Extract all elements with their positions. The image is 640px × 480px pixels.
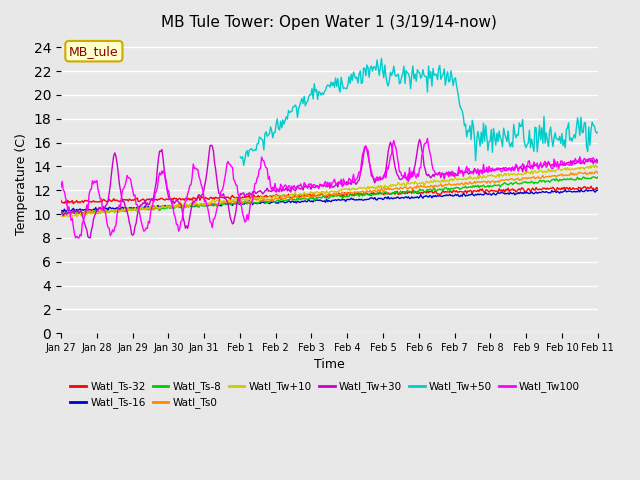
Watl_Tw+30 bbox=[416, 136, 424, 142]
X-axis label: Time: Time bbox=[314, 359, 345, 372]
Watl_Tw100 bbox=[72, 235, 79, 241]
Watl_Ts-8 bbox=[385, 191, 392, 196]
Watl_Ts-32 bbox=[358, 192, 366, 198]
Watl_Ts-8 bbox=[225, 202, 233, 207]
Watl_Ts-16 bbox=[358, 197, 366, 203]
Watl_Tw+30 bbox=[547, 163, 554, 169]
Watl_Tw+30 bbox=[57, 209, 65, 215]
Watl_Ts-8 bbox=[594, 174, 602, 180]
Watl_Tw+50 bbox=[594, 130, 602, 135]
Watl_Ts0 bbox=[594, 170, 602, 176]
Watl_Ts0 bbox=[591, 168, 599, 174]
Watl_Ts0 bbox=[225, 200, 233, 205]
Watl_Ts-16 bbox=[57, 208, 65, 214]
Watl_Tw+10 bbox=[225, 196, 233, 202]
Watl_Ts-32 bbox=[594, 186, 602, 192]
Watl_Ts-8 bbox=[358, 193, 366, 199]
Watl_Ts-16 bbox=[452, 192, 460, 198]
Watl_Ts-32 bbox=[285, 192, 292, 197]
Watl_Ts-8 bbox=[285, 197, 292, 203]
Watl_Ts-32 bbox=[225, 195, 233, 201]
Watl_Tw100 bbox=[285, 183, 292, 189]
Watl_Ts0 bbox=[385, 185, 392, 191]
Watl_Tw+30 bbox=[454, 173, 461, 179]
Watl_Ts-16 bbox=[385, 194, 392, 200]
Watl_Tw+50 bbox=[383, 81, 391, 86]
Line: Watl_Ts-32: Watl_Ts-32 bbox=[61, 186, 598, 204]
Line: Watl_Ts0: Watl_Ts0 bbox=[61, 171, 598, 215]
Watl_Tw100 bbox=[225, 161, 233, 167]
Watl_Tw+30 bbox=[285, 186, 292, 192]
Y-axis label: Temperature (C): Temperature (C) bbox=[15, 133, 28, 235]
Watl_Ts-8 bbox=[589, 174, 597, 180]
Watl_Ts-16 bbox=[285, 198, 292, 204]
Watl_Tw+10 bbox=[591, 162, 599, 168]
Watl_Ts-16 bbox=[594, 187, 602, 193]
Watl_Tw+30 bbox=[358, 161, 366, 167]
Watl_Tw+30 bbox=[385, 149, 392, 155]
Watl_Ts-16 bbox=[60, 209, 67, 215]
Watl_Ts0 bbox=[452, 181, 460, 187]
Watl_Tw+10 bbox=[285, 194, 292, 200]
Watl_Tw+10 bbox=[358, 185, 366, 191]
Watl_Ts-8 bbox=[57, 208, 65, 214]
Watl_Ts0 bbox=[285, 193, 292, 199]
Legend: Watl_Ts-32, Watl_Ts-16, Watl_Ts-8, Watl_Ts0, Watl_Tw+10, Watl_Tw+30, Watl_Tw+50,: Watl_Ts-32, Watl_Ts-16, Watl_Ts-8, Watl_… bbox=[66, 377, 584, 412]
Watl_Ts-32 bbox=[587, 183, 595, 189]
Watl_Tw100 bbox=[547, 164, 554, 169]
Watl_Tw+30 bbox=[594, 159, 602, 165]
Watl_Ts-16 bbox=[546, 190, 554, 196]
Watl_Ts0 bbox=[57, 211, 65, 217]
Watl_Tw100 bbox=[454, 171, 461, 177]
Watl_Ts-8 bbox=[61, 212, 68, 217]
Line: Watl_Ts-8: Watl_Ts-8 bbox=[61, 177, 598, 215]
Watl_Ts-16 bbox=[577, 187, 585, 192]
Watl_Ts-8 bbox=[546, 180, 554, 185]
Watl_Ts-16 bbox=[225, 201, 233, 206]
Watl_Tw+50 bbox=[545, 144, 552, 149]
Title: MB Tule Tower: Open Water 1 (3/19/14-now): MB Tule Tower: Open Water 1 (3/19/14-now… bbox=[161, 15, 497, 30]
Watl_Ts-32 bbox=[385, 190, 392, 196]
Text: MB_tule: MB_tule bbox=[69, 45, 118, 58]
Watl_Tw+10 bbox=[452, 177, 460, 182]
Watl_Ts0 bbox=[546, 174, 554, 180]
Watl_Tw+30 bbox=[86, 235, 94, 241]
Watl_Tw100 bbox=[385, 166, 392, 172]
Watl_Ts0 bbox=[63, 212, 70, 218]
Watl_Ts-32 bbox=[452, 188, 460, 194]
Watl_Tw+50 bbox=[452, 75, 460, 81]
Watl_Tw100 bbox=[424, 135, 431, 141]
Line: Watl_Tw+10: Watl_Tw+10 bbox=[61, 165, 598, 216]
Watl_Tw+50 bbox=[284, 116, 291, 122]
Watl_Tw+10 bbox=[57, 213, 65, 219]
Watl_Tw+10 bbox=[546, 169, 554, 175]
Line: Watl_Ts-16: Watl_Ts-16 bbox=[61, 190, 598, 212]
Watl_Ts-8 bbox=[452, 184, 460, 190]
Watl_Ts-32 bbox=[63, 201, 70, 207]
Watl_Ts0 bbox=[358, 188, 366, 194]
Watl_Tw+10 bbox=[594, 164, 602, 169]
Line: Watl_Tw+30: Watl_Tw+30 bbox=[61, 139, 598, 238]
Watl_Tw+50 bbox=[358, 81, 365, 86]
Line: Watl_Tw+50: Watl_Tw+50 bbox=[240, 59, 598, 166]
Watl_Tw+10 bbox=[385, 184, 392, 190]
Watl_Ts-32 bbox=[57, 198, 65, 204]
Watl_Tw+10 bbox=[64, 214, 72, 219]
Watl_Ts-32 bbox=[546, 186, 554, 192]
Watl_Tw100 bbox=[57, 184, 65, 190]
Watl_Tw100 bbox=[594, 159, 602, 165]
Watl_Tw+30 bbox=[225, 208, 233, 214]
Watl_Tw100 bbox=[358, 152, 366, 157]
Line: Watl_Tw100: Watl_Tw100 bbox=[61, 138, 598, 238]
